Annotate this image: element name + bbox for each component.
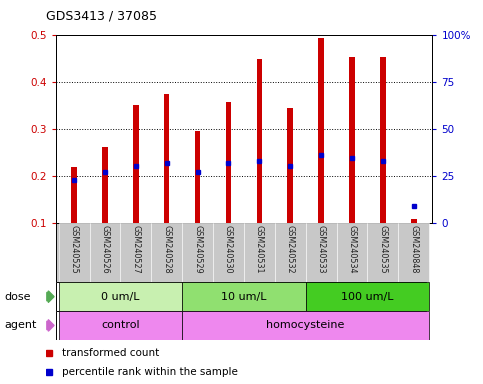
Bar [102, 147, 108, 223]
Text: transformed count: transformed count [62, 348, 159, 358]
Bar [58, 282, 182, 311]
Bar [256, 60, 262, 223]
Text: GSM240533: GSM240533 [317, 225, 326, 274]
Bar [58, 311, 182, 340]
Bar [89, 223, 120, 282]
Bar [337, 223, 368, 282]
Text: GSM240529: GSM240529 [193, 225, 202, 274]
Bar [287, 108, 293, 223]
Bar [226, 102, 231, 223]
Text: 100 um/L: 100 um/L [341, 291, 394, 302]
Text: GSM240527: GSM240527 [131, 225, 141, 274]
Text: 0 um/L: 0 um/L [101, 291, 140, 302]
Bar [380, 57, 385, 223]
Bar [133, 105, 139, 223]
Text: GSM240848: GSM240848 [409, 225, 418, 273]
Bar [398, 223, 429, 282]
Bar [213, 223, 244, 282]
Text: GSM240535: GSM240535 [378, 225, 387, 274]
Bar [182, 282, 306, 311]
Bar [71, 167, 77, 223]
Text: percentile rank within the sample: percentile rank within the sample [62, 367, 238, 377]
Text: GSM240532: GSM240532 [286, 225, 295, 274]
Bar [244, 223, 275, 282]
Bar [182, 311, 429, 340]
Text: GSM240534: GSM240534 [347, 225, 356, 274]
Bar [368, 223, 398, 282]
Text: GSM240528: GSM240528 [162, 225, 171, 274]
Text: GSM240525: GSM240525 [70, 225, 79, 274]
Text: homocysteine: homocysteine [267, 320, 345, 331]
Bar [411, 219, 416, 223]
Text: agent: agent [5, 320, 37, 331]
Bar [306, 223, 337, 282]
Bar [318, 38, 324, 223]
Text: GSM240526: GSM240526 [100, 225, 110, 274]
Bar [120, 223, 151, 282]
Bar [164, 94, 170, 223]
Bar [182, 223, 213, 282]
Bar [349, 57, 355, 223]
Bar [58, 223, 89, 282]
Text: 10 um/L: 10 um/L [221, 291, 267, 302]
Text: dose: dose [5, 291, 31, 302]
Bar [151, 223, 182, 282]
Text: GSM240531: GSM240531 [255, 225, 264, 274]
Text: control: control [101, 320, 140, 331]
Bar [275, 223, 306, 282]
Text: GSM240530: GSM240530 [224, 225, 233, 274]
Bar [195, 131, 200, 223]
Bar [306, 282, 429, 311]
Text: GDS3413 / 37085: GDS3413 / 37085 [46, 10, 157, 23]
